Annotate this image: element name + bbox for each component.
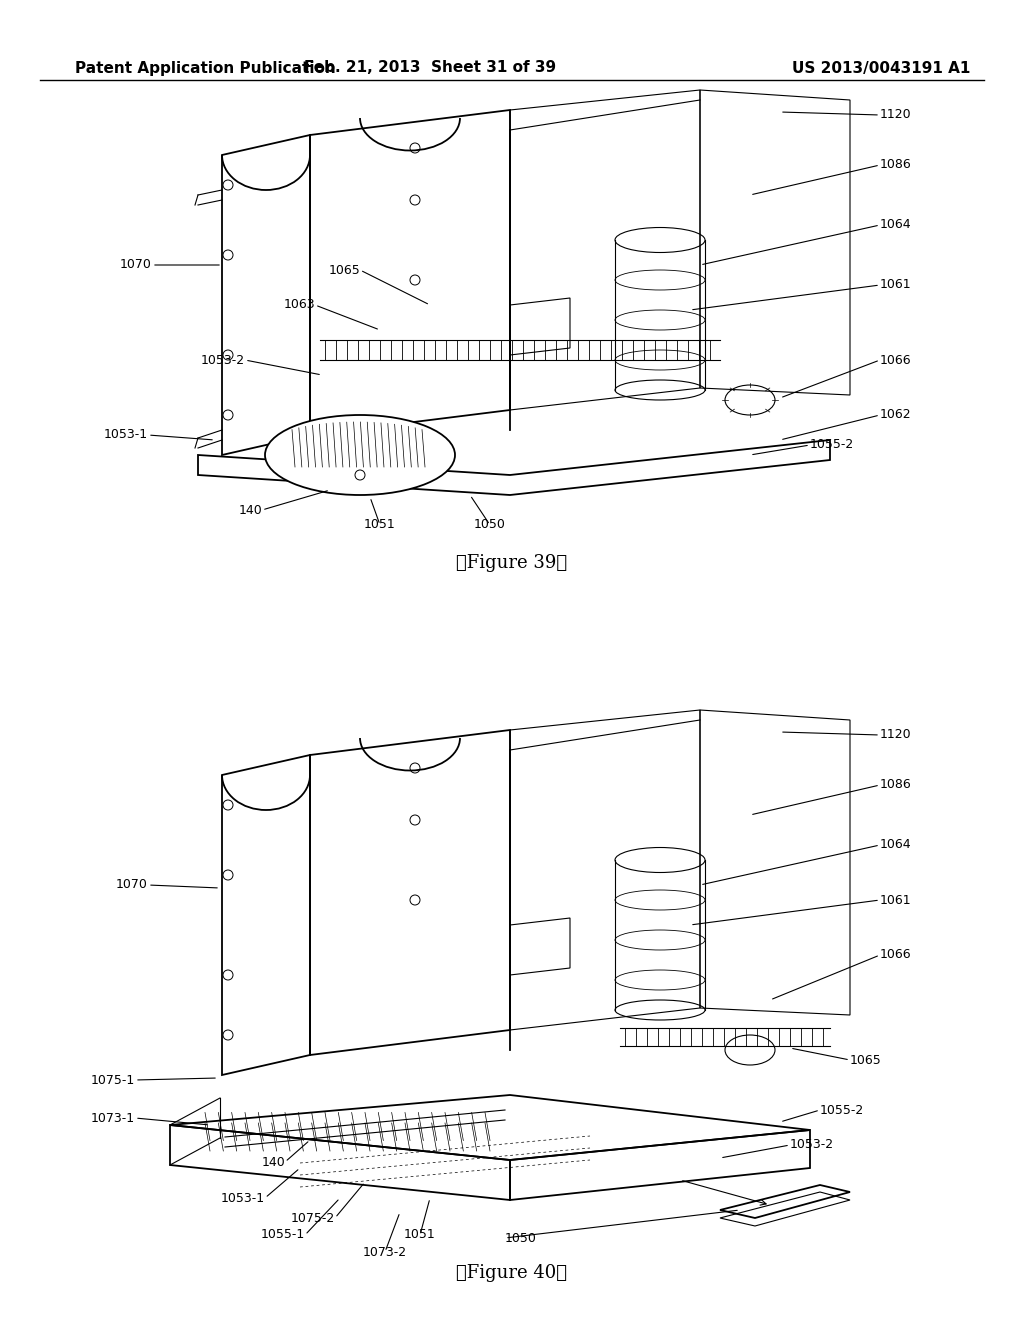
Text: 1053-1: 1053-1: [103, 429, 148, 441]
Text: 【Figure 40】: 【Figure 40】: [457, 1265, 567, 1282]
Text: 1065: 1065: [850, 1053, 882, 1067]
Text: 140: 140: [239, 503, 262, 516]
Text: 1053-2: 1053-2: [790, 1138, 835, 1151]
Text: 1065: 1065: [329, 264, 360, 276]
Text: 1055-2: 1055-2: [810, 438, 854, 451]
Text: 1073-1: 1073-1: [91, 1111, 135, 1125]
Text: 1086: 1086: [880, 779, 911, 792]
Text: 1120: 1120: [880, 729, 911, 742]
Text: 1053-2: 1053-2: [201, 354, 245, 367]
Text: 1053-1: 1053-1: [221, 1192, 265, 1204]
Text: 1066: 1066: [880, 354, 911, 367]
Text: 1120: 1120: [880, 108, 911, 121]
Text: 1086: 1086: [880, 158, 911, 172]
Ellipse shape: [265, 414, 455, 495]
Text: 1051: 1051: [404, 1229, 436, 1242]
Text: 1055-2: 1055-2: [820, 1104, 864, 1117]
Text: 1064: 1064: [880, 838, 911, 851]
Text: 1064: 1064: [880, 219, 911, 231]
Text: US 2013/0043191 A1: US 2013/0043191 A1: [792, 61, 970, 75]
Text: 1070: 1070: [116, 879, 148, 891]
Text: 1050: 1050: [474, 519, 506, 532]
Text: 140: 140: [261, 1155, 285, 1168]
Text: 1050: 1050: [505, 1232, 537, 1245]
Text: 1075-2: 1075-2: [291, 1212, 335, 1225]
Text: Feb. 21, 2013  Sheet 31 of 39: Feb. 21, 2013 Sheet 31 of 39: [304, 61, 556, 75]
Text: 1066: 1066: [880, 949, 911, 961]
Text: 1061: 1061: [880, 279, 911, 292]
Text: 1055-1: 1055-1: [261, 1229, 305, 1242]
Text: Patent Application Publication: Patent Application Publication: [75, 61, 336, 75]
Text: 1063: 1063: [284, 298, 315, 312]
Text: 【Figure 39】: 【Figure 39】: [457, 554, 567, 572]
Text: 1070: 1070: [120, 259, 152, 272]
Text: 1061: 1061: [880, 894, 911, 907]
Text: 1073-2: 1073-2: [362, 1246, 408, 1258]
Text: 1051: 1051: [365, 519, 396, 532]
Text: 1075-1: 1075-1: [91, 1073, 135, 1086]
Text: 1062: 1062: [880, 408, 911, 421]
